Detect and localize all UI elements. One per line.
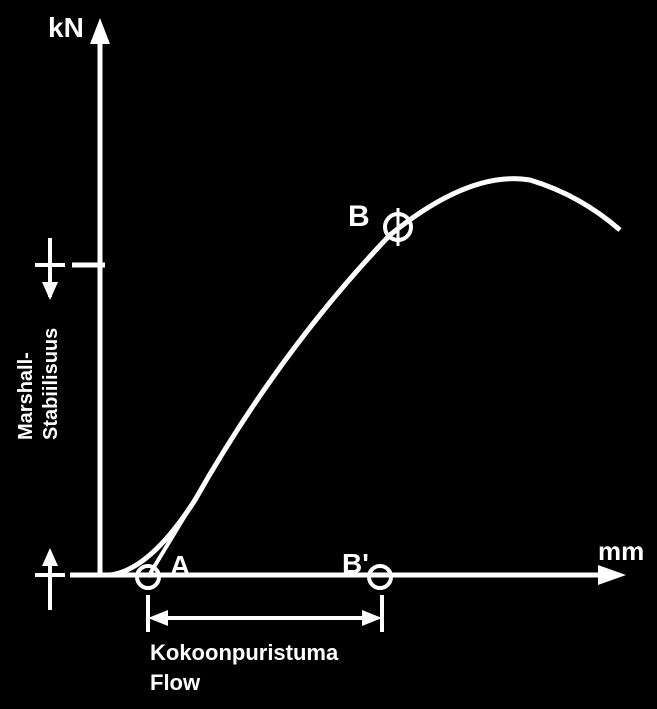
- y-dim-label-1: Marshall-: [15, 352, 38, 440]
- x-dim-left-arrow-icon: [148, 610, 168, 626]
- y-axis-label: kN: [48, 12, 84, 44]
- x-dim-right-arrow-icon: [362, 610, 382, 626]
- x-axis-label: mm: [598, 536, 644, 567]
- x-dim-label-2: Flow: [150, 670, 200, 696]
- x-dim-label-1: Kokoonpuristuma: [150, 640, 338, 666]
- y-axis-arrow-icon: [90, 18, 110, 44]
- point-b-label: B: [348, 200, 370, 234]
- marshall-diagram: [0, 0, 657, 709]
- point-a-label: A: [170, 550, 190, 582]
- point-bprime-label: B': [342, 548, 369, 580]
- y-dim-top-arrow-icon: [42, 282, 58, 300]
- y-dim-bot-arrow-icon: [42, 548, 58, 566]
- y-dim-label-2: Stabiilisuus: [40, 328, 63, 440]
- x-axis-arrow-icon: [598, 565, 626, 585]
